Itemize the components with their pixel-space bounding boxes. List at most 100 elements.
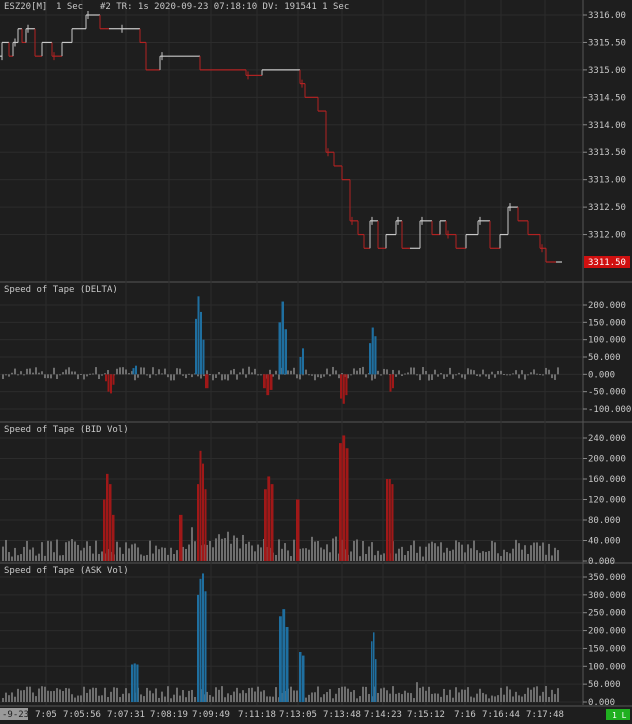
price-tick-label: 3313.50 [588,148,626,158]
volume-bar [251,545,253,561]
volume-bar [332,538,334,561]
time-tick-labels: 7:05 7:05:56 7:07:31 7:08:19 7:09:49 7:11:18 7… [35,710,564,720]
spike-bar [197,484,199,561]
volume-bar [467,687,469,702]
volume-bar [188,544,190,561]
spike-bar [278,322,281,375]
volume-bar [257,686,259,702]
spike-bar [371,641,373,702]
volume-bar [203,374,205,377]
volume-bar [527,374,529,376]
volume-bar [461,689,463,702]
volume-bar [197,374,199,377]
volume-bar [35,367,37,375]
volume-bar [287,370,289,375]
volume-bar [515,691,517,702]
price-pane[interactable]: ESZ20[M] 1 Sec #2 TR: 1s 2020-09-23 07:1… [0,2,562,263]
volume-bar [416,682,418,702]
price-axis[interactable]: 3316.00 3315.50 3315.00 3314.50 3314.00 3313.… [583,11,631,708]
spike-bar [374,336,377,375]
volume-bar [416,374,418,376]
time-tick-label: 7:05 [35,710,57,720]
volume-bar [398,692,400,702]
scroll-badge[interactable] [606,709,630,720]
volume-bar [38,553,40,561]
volume-bar [245,693,247,702]
volume-bar [245,543,247,561]
time-tick-label: 7:14:23 [364,710,402,720]
spike-bar [284,329,287,375]
volume-bar [185,697,187,702]
volume-bar [281,693,283,702]
volume-bar [95,687,97,702]
volume-bar [377,370,379,375]
volume-bar [179,368,181,375]
volume-bar [512,548,514,561]
indicator-pane[interactable]: Speed of Tape (DELTA) [2,285,559,404]
volume-bar [230,370,232,375]
volume-bar [365,554,367,561]
spike-bar [391,484,394,561]
volume-bar [44,686,46,702]
volume-bar [413,540,415,561]
volume-bar [287,550,289,561]
volume-bar [293,367,295,375]
last-price-label: 3311.50 [588,258,626,268]
spike-bar [103,499,106,561]
volume-bar [20,371,22,375]
volume-bar [221,374,223,381]
volume-bar [101,695,103,702]
volume-bar [539,374,541,376]
volume-bar [38,372,40,375]
volume-bar [92,553,94,561]
volume-bar [401,546,403,561]
volume-bar [335,536,337,561]
volume-bar [269,696,271,702]
volume-bar [533,369,535,375]
spike-bar [279,616,282,702]
volume-bar [461,544,463,561]
volume-bar [482,692,484,702]
volume-bar [236,374,238,380]
volume-bar [86,692,88,702]
pane-tick-label: 200.000 [588,627,626,637]
spike-bar [302,655,305,702]
volume-bar [137,374,139,378]
volume-bar [323,374,325,377]
volume-bar [77,544,79,561]
volume-bar [446,374,448,377]
volume-bar [176,368,178,375]
pane-tick-label: 0.000 [588,370,615,380]
volume-bar [239,548,241,561]
volume-bar [353,690,355,702]
volume-bar [539,695,541,702]
volume-bar [56,539,58,561]
volume-bar [458,692,460,702]
volume-bar [545,686,547,702]
volume-bar [14,547,16,561]
volume-bar [92,373,94,375]
volume-bar [326,368,328,375]
volume-bar [83,547,85,561]
time-tick-label: 7:11:18 [238,710,276,720]
volume-bar [425,690,427,702]
volume-bar [443,688,445,702]
volume-bar [68,688,70,702]
volume-bar [176,550,178,561]
spike-bar [112,374,115,385]
volume-bar [296,374,298,379]
volume-bar [452,374,454,379]
spike-bar [106,473,109,561]
volume-bar [218,372,220,375]
volume-bar [461,374,463,378]
time-axis[interactable]: -9-23 7:05 7:05:56 7:07:31 7:08:19 7:09:49 7:… [0,705,632,720]
volume-bar [338,687,340,702]
volume-bar [329,689,331,702]
indicator-pane[interactable]: Speed of Tape (ASK Vol) [2,566,559,702]
indicator-pane[interactable]: Speed of Tape (BID Vol) [2,425,559,561]
time-tick-label: 7:08:19 [150,710,188,720]
volume-bar [524,545,526,561]
volume-bar [248,688,250,702]
volume-bar [491,371,493,375]
